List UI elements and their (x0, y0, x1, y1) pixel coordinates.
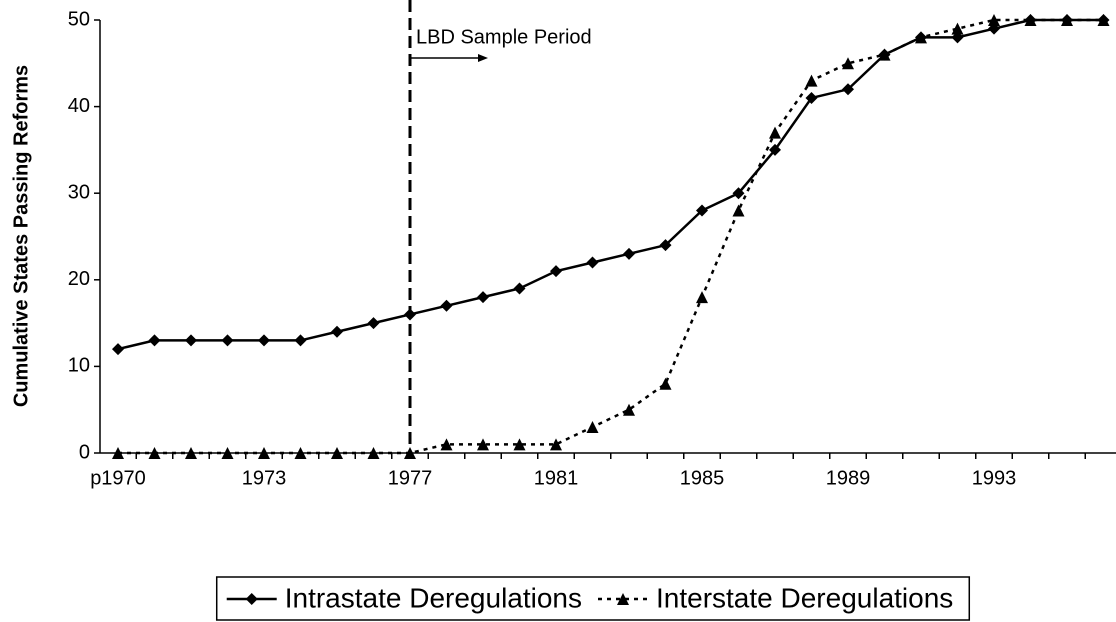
marker (367, 447, 380, 459)
marker (842, 83, 854, 96)
marker (404, 447, 416, 459)
legend: Intrastate Deregulations Interstate Dereg… (215, 576, 971, 621)
marker (245, 593, 258, 605)
marker (294, 447, 307, 459)
series-line (117, 18, 1104, 351)
marker (367, 317, 380, 330)
marker (623, 247, 635, 260)
x-tick-label: 1985 (680, 467, 725, 489)
marker (477, 291, 489, 304)
marker (513, 438, 526, 451)
marker (988, 14, 1000, 26)
marker (1024, 14, 1037, 26)
marker (221, 334, 234, 347)
marker (769, 143, 781, 156)
marker (1097, 14, 1110, 26)
marker (696, 291, 708, 304)
marker (221, 447, 234, 459)
x-tick-label: 1981 (534, 467, 579, 489)
marker (440, 438, 453, 451)
y-tick-label: 0 (79, 441, 90, 463)
marker (586, 256, 599, 269)
marker (331, 325, 343, 338)
y-tick-label: 40 (68, 95, 90, 117)
marker (404, 308, 416, 321)
marker (185, 447, 197, 459)
x-tick-label: 1989 (826, 467, 871, 489)
annotation-arrowhead (478, 54, 488, 62)
marker (440, 299, 453, 312)
y-tick-label: 20 (68, 268, 90, 290)
marker (258, 334, 270, 347)
legend-label: Interstate Deregulations (656, 582, 953, 613)
marker (148, 334, 161, 347)
marker (951, 22, 964, 35)
marker (148, 447, 161, 459)
x-tick-label: 1993 (972, 467, 1017, 489)
marker (805, 74, 818, 87)
marker (623, 403, 635, 416)
annotation-text: LBD Sample Period (416, 26, 592, 48)
y-axis-label: Cumulative States Passing Reforms (10, 65, 32, 407)
marker (112, 447, 124, 459)
x-tick-label: p1970 (90, 467, 146, 489)
y-tick-label: 10 (68, 355, 90, 377)
y-tick-label: 50 (68, 8, 90, 30)
x-tick-label: 1973 (242, 467, 287, 489)
marker (659, 239, 672, 252)
marker (769, 126, 781, 139)
marker (732, 187, 745, 200)
marker (842, 57, 854, 70)
marker (617, 593, 629, 605)
marker (586, 421, 599, 434)
marker (185, 334, 197, 347)
marker (732, 204, 745, 217)
marker (878, 48, 891, 61)
marker (659, 377, 672, 390)
legend-box (215, 576, 971, 621)
legend-label: Intrastate Deregulations (285, 582, 582, 613)
marker (805, 91, 818, 104)
marker (550, 265, 562, 278)
y-tick-label: 30 (68, 181, 90, 203)
marker (258, 447, 270, 459)
x-tick-label: 1977 (388, 467, 433, 489)
marker (550, 438, 562, 451)
marker (112, 343, 124, 356)
marker (513, 282, 526, 295)
marker (1061, 14, 1073, 26)
marker (331, 447, 343, 459)
series-line (118, 18, 1104, 455)
marker (477, 438, 489, 451)
marker (915, 31, 927, 44)
marker (696, 204, 708, 217)
marker (294, 334, 307, 347)
